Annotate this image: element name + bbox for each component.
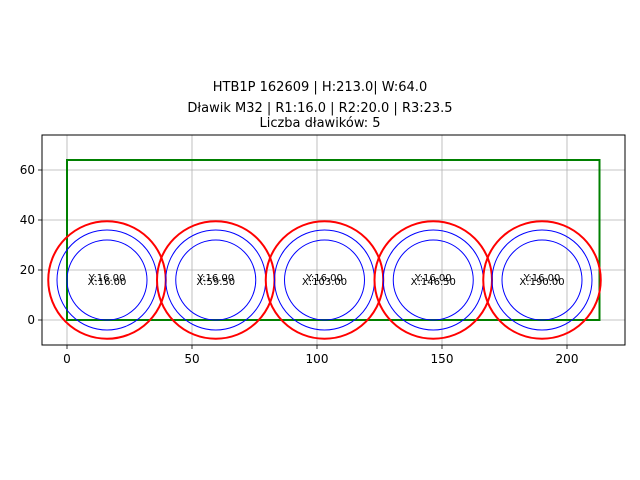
y-tick-label: 20 xyxy=(20,263,35,277)
axis-ticks: 0 50 100 150 200 0 20 40 60 xyxy=(20,163,579,366)
chart-title-line1: HTB1P 162609 | H:213.0| W:64.0 xyxy=(212,80,428,95)
y-tick-label: 0 xyxy=(27,313,35,327)
x-tick-label: 0 xyxy=(63,352,71,366)
circle-label-x: X:59.50 xyxy=(196,277,235,288)
circle-label-x: X:146.50 xyxy=(411,277,456,288)
circle-r1 xyxy=(284,239,365,321)
circle-label-y: Y:16.00 xyxy=(523,273,561,284)
x-tick-label: 50 xyxy=(184,352,199,366)
circle-label-y: Y:16.00 xyxy=(414,273,452,284)
circle-r1 xyxy=(392,239,474,321)
bounding-rectangle xyxy=(66,159,601,321)
circle-label-y: Y:16.00 xyxy=(88,273,126,284)
circle-r1 xyxy=(66,239,148,321)
circle-r2 xyxy=(491,229,593,331)
circle-label-x: X:16.00 xyxy=(88,277,127,288)
circle-label-y: Y:16.00 xyxy=(196,273,234,284)
circle-label-x: X:103.00 xyxy=(302,277,347,288)
chart-title-line2: Dławik M32 | R1:16.0 | R2:20.0 | R3:23.5 xyxy=(187,101,453,116)
circle-label-x: X:190.00 xyxy=(519,277,564,288)
circle-r1 xyxy=(175,239,257,321)
x-tick-label: 200 xyxy=(556,352,579,366)
circle-labels: Y:16.00X:16.00 Y:16.00X:59.50 Y:16.00X:103… xyxy=(88,273,565,288)
circle-r3 xyxy=(482,220,602,340)
circle-r1 xyxy=(501,239,583,321)
chart-title-line3: Liczba dławików: 5 xyxy=(259,116,381,131)
axes-frame xyxy=(41,134,626,346)
y-tick-label: 40 xyxy=(20,213,35,227)
y-tick-label: 60 xyxy=(20,163,35,177)
circle-label-y: Y:16.00 xyxy=(305,273,343,284)
x-tick-label: 100 xyxy=(306,352,329,366)
x-tick-label: 150 xyxy=(431,352,454,366)
plot-shapes xyxy=(47,159,602,340)
